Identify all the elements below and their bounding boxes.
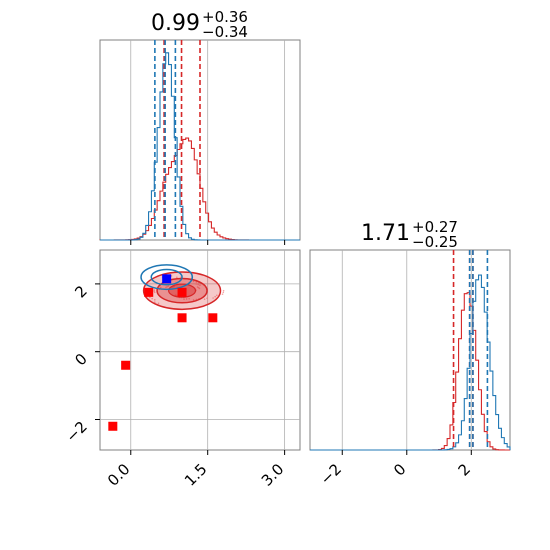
scatter-sample bbox=[149, 296, 151, 299]
scatter-sample bbox=[214, 295, 216, 298]
title-median-1: 0.99 bbox=[151, 11, 200, 36]
scatter-sample bbox=[192, 280, 195, 283]
y-tick-label: −2 bbox=[62, 418, 90, 446]
scatter-sample bbox=[165, 286, 167, 289]
scatter-sample bbox=[176, 294, 178, 297]
y-tick-label: 2 bbox=[71, 282, 90, 301]
scatter-sample bbox=[195, 283, 197, 285]
scatter-sample bbox=[157, 302, 160, 305]
scatter-sample bbox=[151, 297, 153, 300]
scatter-sample bbox=[154, 299, 156, 301]
scatter-sample bbox=[153, 291, 156, 294]
x-tick-label: 2 bbox=[455, 460, 474, 479]
title-median-2: 1.71 bbox=[361, 221, 410, 246]
scatter-sample bbox=[206, 297, 208, 300]
panel-frame bbox=[309, 249, 511, 451]
scatter-sample bbox=[197, 283, 199, 286]
x-tick-label: −2 bbox=[317, 460, 345, 488]
scatter-sample bbox=[192, 299, 195, 301]
panel-top-left: 0.99 +0.36 −0.34 bbox=[99, 8, 301, 241]
scatter-sample bbox=[221, 293, 224, 295]
hist-top-left-marks bbox=[100, 40, 300, 241]
scatter-sample bbox=[196, 286, 199, 288]
x-tick-label: 0 bbox=[390, 460, 409, 479]
scatter-sample bbox=[216, 294, 218, 297]
title-minus-1: −0.34 bbox=[202, 23, 248, 41]
hist-bottom-right-marks bbox=[310, 250, 511, 451]
marker-red-square bbox=[108, 421, 118, 431]
contour-blue-outer bbox=[140, 264, 194, 291]
marker-red-square bbox=[177, 287, 187, 297]
hist-series-blue bbox=[100, 52, 300, 241]
x-tick-label: 1.5 bbox=[181, 460, 211, 490]
panel-frame bbox=[99, 249, 301, 451]
title-minus-2: −0.25 bbox=[412, 233, 458, 251]
marker-red-square bbox=[208, 313, 218, 323]
scatter-sample bbox=[222, 289, 225, 292]
scatter-sample bbox=[174, 294, 177, 296]
scatter-sample bbox=[212, 297, 214, 299]
scatter-bottom-left-marks bbox=[100, 250, 300, 450]
title-plus-1: +0.36 bbox=[202, 8, 248, 26]
scatter-sample bbox=[199, 284, 201, 287]
scatter-sample bbox=[154, 301, 156, 303]
marker-blue-square bbox=[162, 274, 172, 284]
title-plus-2: +0.27 bbox=[412, 218, 458, 236]
scatter-sample bbox=[176, 276, 178, 279]
panel-bottom-left bbox=[99, 249, 301, 451]
marker-red-square bbox=[121, 360, 131, 370]
scatter-sample bbox=[222, 291, 225, 294]
scatter-sample bbox=[167, 285, 170, 287]
y-tick-label: 0 bbox=[71, 350, 90, 369]
x-tick-label: 3.0 bbox=[258, 460, 288, 490]
marker-red-square bbox=[177, 313, 187, 323]
scatter-sample bbox=[183, 298, 185, 300]
scatter-sample bbox=[188, 297, 190, 300]
x-tick-label: 0.0 bbox=[104, 460, 134, 490]
scatter-sample bbox=[153, 289, 156, 291]
marker-red-square bbox=[144, 287, 154, 297]
scatter-sample bbox=[203, 298, 206, 300]
scatter-sample bbox=[185, 298, 188, 300]
panel-bottom-right: 1.71 +0.27 −0.25 bbox=[309, 218, 511, 451]
contour-blue-inner bbox=[150, 268, 183, 286]
